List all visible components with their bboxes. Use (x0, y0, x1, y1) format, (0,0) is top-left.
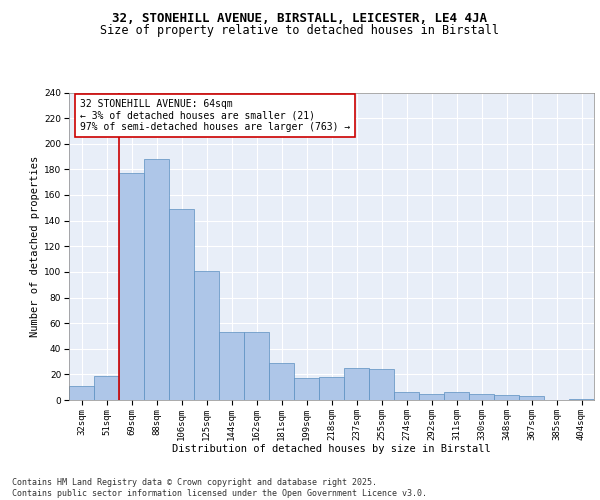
Bar (219, 332, 244, 400)
X-axis label: Distribution of detached houses by size in Birstall: Distribution of detached houses by size … (172, 444, 491, 454)
Bar (194, 270, 219, 400)
Bar (494, 395, 519, 400)
Bar (144, 159, 169, 400)
Text: 32 STONEHILL AVENUE: 64sqm
← 3% of detached houses are smaller (21)
97% of semi-: 32 STONEHILL AVENUE: 64sqm ← 3% of detac… (79, 98, 350, 132)
Text: Contains HM Land Registry data © Crown copyright and database right 2025.
Contai: Contains HM Land Registry data © Crown c… (12, 478, 427, 498)
Text: 32, STONEHILL AVENUE, BIRSTALL, LEICESTER, LE4 4JA: 32, STONEHILL AVENUE, BIRSTALL, LEICESTE… (113, 12, 487, 26)
Bar (369, 369, 394, 400)
Bar (394, 392, 419, 400)
Bar (419, 394, 444, 400)
Bar (469, 394, 494, 400)
Bar (269, 363, 294, 400)
Bar (69, 386, 94, 400)
Bar (344, 368, 369, 400)
Text: Size of property relative to detached houses in Birstall: Size of property relative to detached ho… (101, 24, 499, 37)
Bar (244, 332, 269, 400)
Y-axis label: Number of detached properties: Number of detached properties (30, 156, 40, 337)
Bar (319, 377, 344, 400)
Bar (444, 392, 469, 400)
Bar (94, 376, 119, 400)
Bar (294, 378, 319, 400)
Bar (519, 396, 544, 400)
Bar (169, 209, 194, 400)
Bar (569, 398, 594, 400)
Bar (119, 173, 144, 400)
